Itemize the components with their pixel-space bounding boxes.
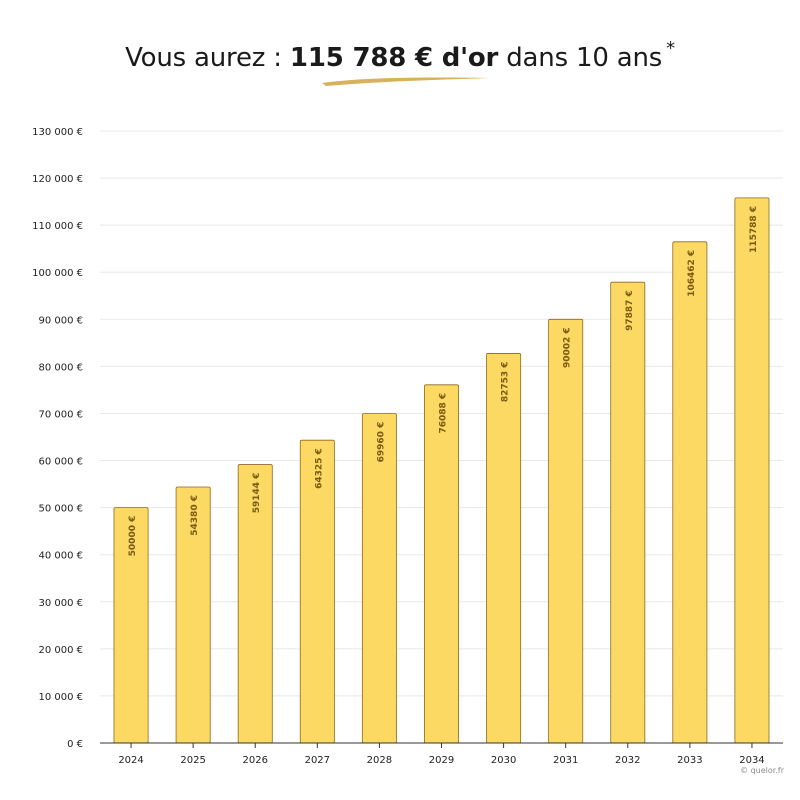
title-suffix: dans 10 ans	[506, 43, 663, 73]
copyright-credit: © quelor.fr	[740, 766, 784, 775]
x-tick-label: 2031	[553, 755, 578, 766]
bar-data-label: 115788 €	[749, 206, 759, 253]
y-tick-label: 50 000 €	[38, 504, 83, 515]
chart-title: Vous aurez : 115 788 € d'or dans 10 ans *	[0, 38, 800, 81]
bar-data-label: 106462 €	[687, 250, 697, 297]
y-tick-label: 80 000 €	[38, 362, 83, 373]
title-asterisk: *	[666, 38, 675, 59]
x-tick-label: 2030	[491, 755, 516, 766]
x-tick-label: 2027	[305, 755, 330, 766]
y-tick-label: 130 000 €	[32, 127, 83, 138]
y-tick-label: 0 €	[67, 739, 83, 750]
bar	[424, 384, 459, 744]
bar-data-label: 50000 €	[128, 516, 138, 557]
bar-data-label: 59144 €	[252, 473, 262, 514]
y-tick-label: 30 000 €	[38, 598, 83, 609]
bar-data-label: 54380 €	[190, 495, 200, 536]
title-prefix: Vous aurez :	[125, 43, 282, 73]
y-tick-label: 40 000 €	[38, 551, 83, 562]
y-tick-label: 60 000 €	[38, 457, 83, 468]
axes: 0 € 10 000 € 20 000 € 30 000 € 40 000 € 50 00…	[32, 127, 783, 766]
title-underline-swash	[322, 77, 490, 86]
x-tick-label: 2034	[739, 755, 764, 766]
x-tick-label: 2028	[367, 755, 392, 766]
bar	[486, 353, 522, 744]
bar	[610, 281, 646, 744]
bar-data-label: 69960 €	[376, 422, 386, 463]
bar-data-label: 82753 €	[501, 361, 511, 402]
x-tick-label: 2032	[615, 755, 640, 766]
bar-data-label: 97887 €	[625, 290, 635, 331]
x-tick-label: 2033	[677, 755, 702, 766]
y-tick-label: 120 000 €	[32, 174, 83, 185]
y-tick-label: 10 000 €	[38, 692, 83, 703]
bar	[548, 318, 584, 744]
bar-data-label: 90002 €	[563, 327, 573, 368]
x-tick-label: 2029	[429, 755, 454, 766]
title-highlight: 115 788 € d'or	[289, 43, 499, 73]
y-tick-label: 100 000 €	[32, 268, 83, 279]
x-tick-label: 2024	[118, 755, 143, 766]
y-tick-label: 110 000 €	[32, 221, 83, 232]
bar-data-label: 64325 €	[314, 448, 324, 489]
x-tick-label: 2025	[180, 755, 205, 766]
bar-data-label: 76088 €	[439, 393, 449, 434]
x-tick-label: 2026	[243, 755, 268, 766]
bar	[672, 241, 708, 744]
bars: 50000 € 54380 € 59144 € 64325 € 69960 € 76088…	[113, 197, 770, 744]
y-tick-label: 90 000 €	[38, 315, 83, 326]
y-tick-label: 70 000 €	[38, 409, 83, 420]
bar	[734, 197, 770, 744]
y-tick-label: 20 000 €	[38, 645, 83, 656]
